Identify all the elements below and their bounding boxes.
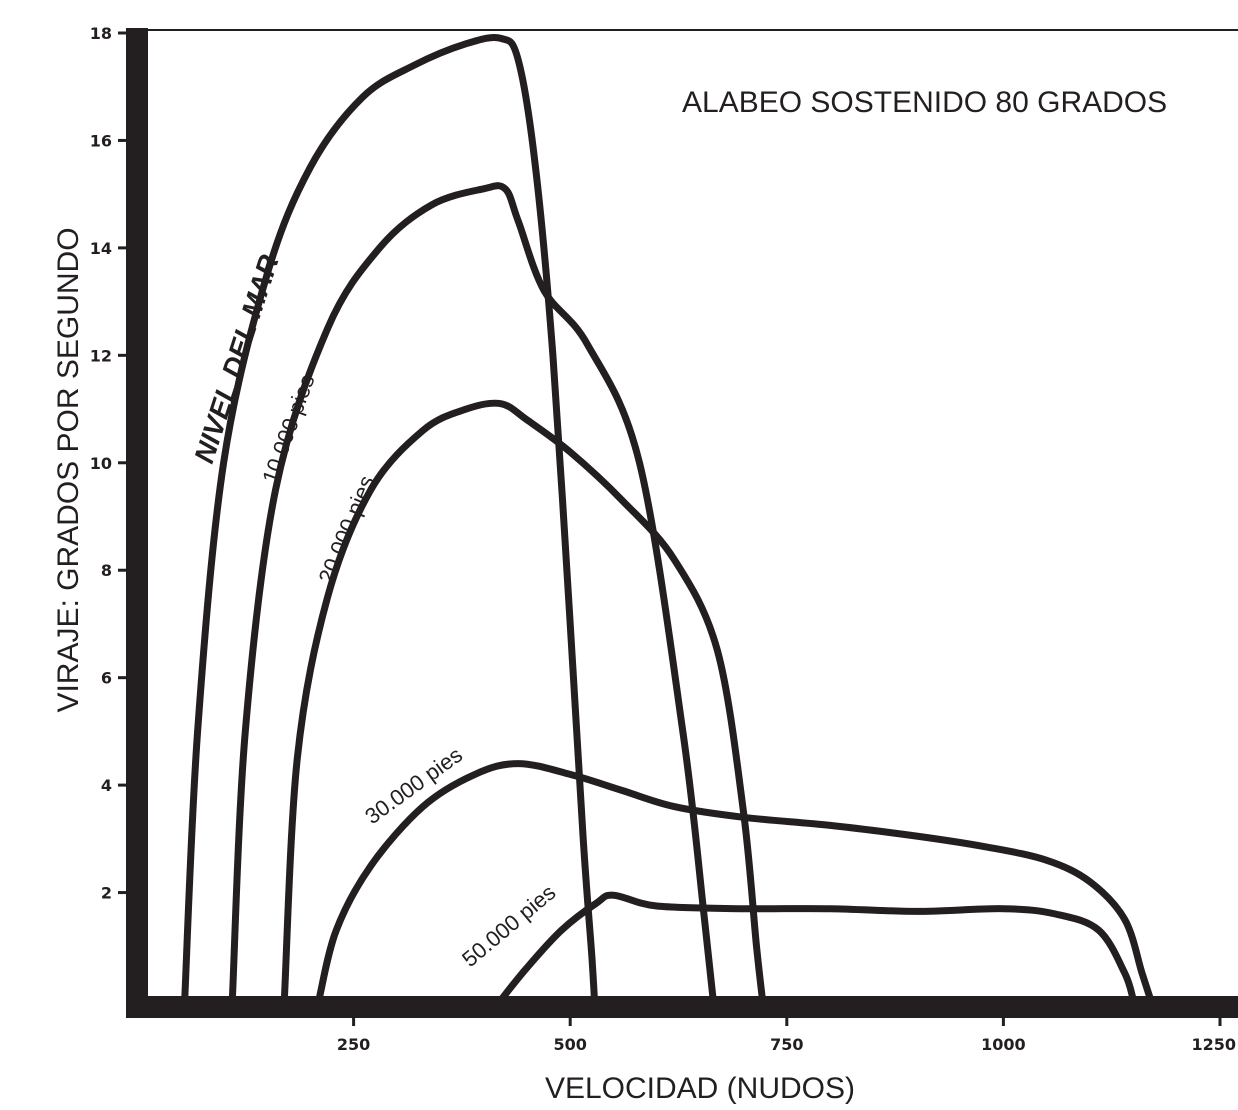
x-axis-title: VELOCIDAD (NUDOS) <box>545 1072 855 1105</box>
x-axis-line <box>126 996 1238 1018</box>
x-tick-label: 1250 <box>1191 1035 1236 1054</box>
y-tick-label: 8 <box>101 561 112 580</box>
y-tick-label: 14 <box>90 239 112 258</box>
series-label-20000: 20.000 pies <box>313 472 379 587</box>
y-tick-label: 2 <box>101 884 112 903</box>
series-line-2 <box>280 399 766 1004</box>
y-tick-label: 6 <box>101 669 112 688</box>
x-tick-label: 500 <box>553 1035 586 1054</box>
series-line-0 <box>181 33 598 1004</box>
series-line-1 <box>228 182 717 1004</box>
series-label-10000: 10.000 pies <box>257 371 319 486</box>
series-label-50000: 50.000 pies <box>457 880 560 972</box>
y-tick-label: 16 <box>90 131 112 150</box>
x-tick-label: 1000 <box>981 1035 1026 1054</box>
y-ticks: 2 4 6 8 10 12 14 16 18 <box>90 24 128 903</box>
y-tick-label: 4 <box>101 776 112 795</box>
x-tick-label: 750 <box>770 1035 803 1054</box>
chart-title: ALABEO SOSTENIDO 80 GRADOS <box>682 86 1167 119</box>
y-axis-title: VIRAJE: GRADOS POR SEGUNDO <box>52 227 85 712</box>
y-tick-label: 18 <box>90 24 112 43</box>
series-line-3 <box>315 760 1155 1004</box>
y-axis-line <box>126 28 148 1018</box>
series-curves <box>181 33 1155 1004</box>
y-tick-label: 10 <box>90 454 112 473</box>
x-ticks: 250 500 750 1000 1250 <box>337 1016 1236 1054</box>
series-line-4 <box>497 891 1137 1004</box>
x-tick-label: 250 <box>337 1035 370 1054</box>
series-label-sea-level: NIVEL DEL MAR <box>188 250 285 466</box>
y-tick-label: 12 <box>90 346 112 365</box>
